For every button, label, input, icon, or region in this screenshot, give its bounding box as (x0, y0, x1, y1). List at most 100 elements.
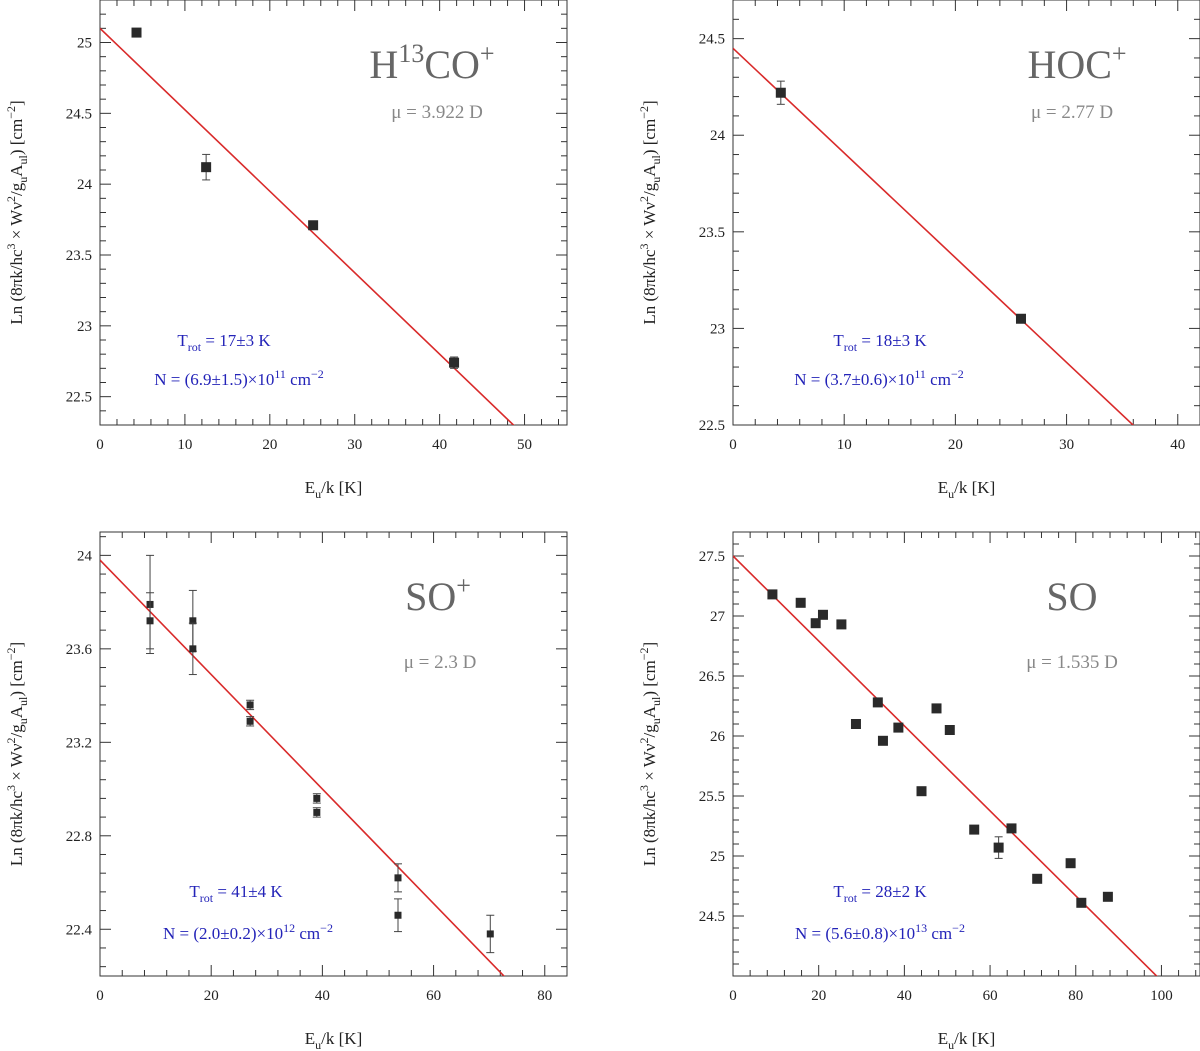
ylabel-sup: −2 (637, 106, 651, 119)
ylabel-part: × Wν (640, 202, 659, 244)
xlabel-rest: /k [K] (321, 1029, 362, 1048)
n-mantissa: N = (5.6±0.8)×10 (795, 924, 915, 943)
x-tick-label: 10 (837, 437, 852, 453)
molecule-charge: + (1112, 39, 1127, 68)
y-tick-label: 25 (710, 849, 725, 865)
ylabel-sup: 3 (637, 244, 651, 250)
data-point (1006, 823, 1017, 834)
ylabel-part: ] (640, 642, 659, 648)
data-point (1015, 313, 1026, 324)
xlabel-e: E (305, 478, 315, 497)
data-point (916, 786, 927, 797)
data-point (313, 794, 321, 802)
n-unit-exponent: −2 (320, 921, 333, 935)
n-unit: cm (295, 924, 320, 943)
plot-frame (99, 531, 568, 977)
ylabel-sup: 2 (4, 196, 18, 202)
molecule-main: H (369, 42, 398, 87)
data-point (201, 162, 212, 173)
data-point (146, 617, 154, 625)
x-tick-label: 40 (315, 988, 330, 1004)
data-point (775, 87, 786, 98)
data-point (817, 609, 828, 620)
molecule-main2: CO (424, 42, 480, 87)
molecule-main: SO (1046, 574, 1097, 619)
n-unit: cm (927, 924, 952, 943)
molecule-charge: + (456, 571, 471, 600)
fit-line (100, 27, 515, 425)
ylabel-part: Ln (8πk/hc (7, 791, 26, 867)
y-tick-label: 27 (710, 609, 726, 625)
x-tick-label: 40 (897, 988, 912, 1004)
column-density-label: N = (2.0±0.2)×1012 cm−2 (163, 921, 333, 943)
x-tick-label: 80 (537, 988, 552, 1004)
ylabel-sub: u (649, 718, 663, 724)
ylabel-part: Ln (8πk/hc (640, 791, 659, 867)
data-point (767, 589, 778, 600)
ylabel-sub: ul (649, 154, 663, 164)
y-tick-label: 23 (710, 321, 725, 337)
xlabel-rest: /k [K] (954, 1029, 995, 1048)
y-tick-label: 24.5 (66, 106, 92, 122)
n-exponent: 13 (915, 921, 927, 935)
data-point (486, 930, 494, 938)
x-tick-label: 100 (1150, 988, 1173, 1004)
y-tick-label: 24 (710, 128, 726, 144)
x-tick-label: 40 (432, 437, 447, 453)
y-tick-label: 23.2 (66, 735, 92, 751)
trot-equals: = (213, 882, 231, 901)
xlabel-e: E (305, 1029, 315, 1048)
ylabel-part: × Wν (7, 202, 26, 244)
y-tick-label: 22.4 (66, 922, 93, 938)
trot-label: Trot = 41±4 K (189, 882, 283, 905)
trot-value: 41±4 K (231, 882, 283, 901)
trot-subscript: rot (844, 891, 858, 905)
xlabel-e: E (938, 478, 948, 497)
data-point (313, 808, 321, 816)
data-point (872, 697, 883, 708)
data-point (1102, 891, 1113, 902)
n-unit: cm (926, 370, 951, 389)
ylabel-sub: ul (16, 154, 30, 164)
data-point (810, 618, 821, 629)
data-point (246, 701, 254, 709)
column-density-label: N = (5.6±0.8)×1013 cm−2 (795, 921, 965, 943)
trot-equals: = (857, 331, 875, 350)
x-tick-label: 80 (1068, 988, 1083, 1004)
data-point (246, 717, 254, 725)
ylabel-part: A (640, 705, 659, 718)
ylabel-sub: u (649, 177, 663, 183)
ylabel-part: ) [cm (640, 660, 659, 696)
plot-frame (732, 531, 1200, 977)
n-mantissa: N = (3.7±0.6)×10 (794, 370, 914, 389)
ylabel-part: /g (640, 182, 659, 196)
trot-subscript: rot (844, 340, 858, 354)
data-point (394, 911, 402, 919)
data-point (944, 725, 955, 735)
trot-value: 18±3 K (875, 331, 927, 350)
n-mantissa: N = (6.9±1.5)×10 (154, 370, 274, 389)
data-point (931, 703, 942, 714)
ylabel-sub: ul (649, 696, 663, 706)
y-axis-label: Ln (8πk/hc3 × Wν2/guAul) [cm−2] (4, 642, 30, 866)
data-point (969, 824, 980, 835)
ylabel-sup: 3 (4, 244, 18, 250)
trot-symbol: T (833, 331, 844, 350)
column-density-label: N = (6.9±1.5)×1011 cm−2 (154, 367, 323, 389)
x-tick-label: 30 (347, 437, 362, 453)
x-tick-label: 20 (948, 437, 963, 453)
data-point (877, 735, 888, 746)
ylabel-sup: −2 (4, 106, 18, 119)
n-mantissa: N = (2.0±0.2)×10 (163, 924, 283, 943)
xlabel-sub: u (948, 1038, 954, 1051)
trot-equals: = (201, 331, 219, 350)
x-tick-label: 0 (96, 437, 104, 453)
molecule-label: SO+ (405, 571, 471, 619)
x-axis-label: Eu/k [K] (305, 1029, 362, 1051)
y-tick-label: 24 (77, 548, 93, 564)
y-tick-label: 23.5 (66, 248, 92, 264)
trot-value: 17±3 K (219, 331, 271, 350)
xlabel-rest: /k [K] (954, 478, 995, 497)
ylabel-part: × Wν (640, 743, 659, 785)
